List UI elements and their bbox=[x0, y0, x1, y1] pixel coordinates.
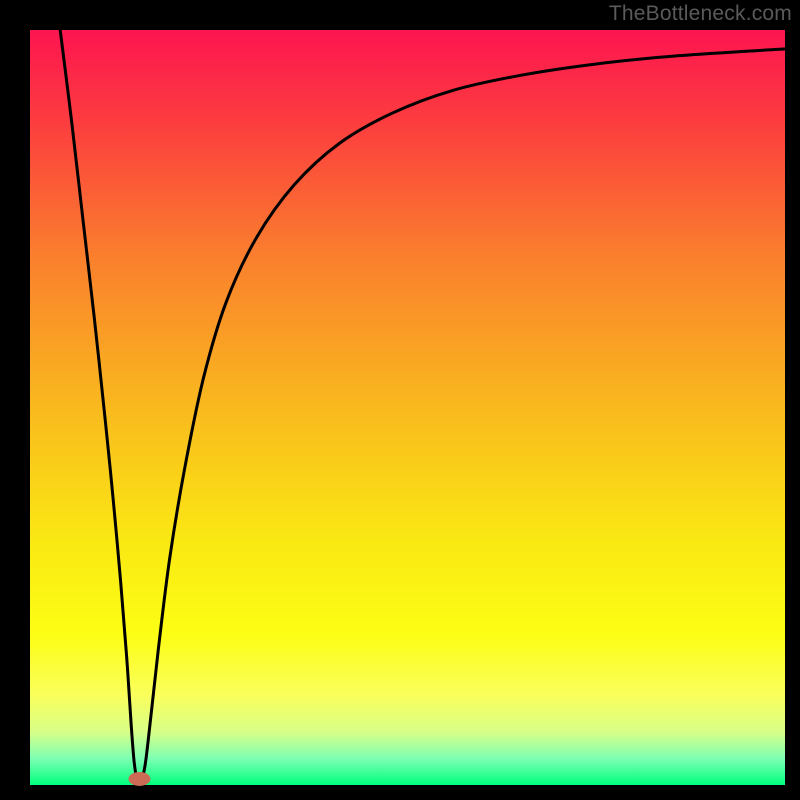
watermark-text: TheBottleneck.com bbox=[609, 2, 792, 26]
chart-plot-area bbox=[30, 30, 785, 785]
bottleneck-curve-chart bbox=[0, 0, 800, 800]
curve-minimum-marker bbox=[128, 772, 150, 786]
chart-container: { "watermark": { "text": "TheBottleneck.… bbox=[0, 0, 800, 800]
